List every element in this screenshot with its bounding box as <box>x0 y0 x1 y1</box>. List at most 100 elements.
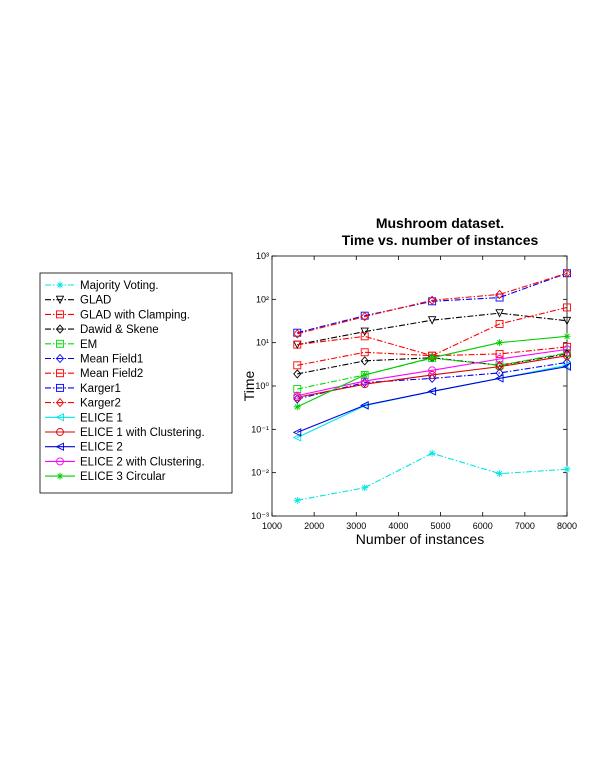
x-tick-label: 3000 <box>346 521 366 531</box>
x-tick-label: 8000 <box>557 521 577 531</box>
legend-label: GLAD <box>80 295 111 307</box>
series-line <box>297 272 568 334</box>
point-marker <box>495 362 504 371</box>
legend-marker <box>56 369 64 378</box>
legend-marker <box>56 383 64 392</box>
point-marker <box>563 332 571 340</box>
point-marker <box>428 295 437 305</box>
point-marker <box>293 391 302 400</box>
legend-marker <box>55 442 64 451</box>
series-line <box>297 364 568 438</box>
point-marker <box>496 339 504 347</box>
x-tick-label: 7000 <box>515 521 535 531</box>
series-line <box>297 272 568 335</box>
point-marker <box>428 370 437 379</box>
point-marker <box>428 354 436 362</box>
y-tick-label: 10⁰ <box>255 381 269 391</box>
point-marker <box>563 465 571 473</box>
chart-title: Time vs. number of instances <box>342 232 539 248</box>
x-tick-label: 2000 <box>304 521 324 531</box>
legend-label: ELICE 1 <box>80 412 123 424</box>
series-line <box>297 452 568 501</box>
legend-label: EM <box>80 339 97 351</box>
chart-title: Mushroom dataset. <box>376 215 504 231</box>
point-marker <box>361 484 369 492</box>
y-tick-label: 10⁻² <box>251 468 269 478</box>
y-tick-label: 10⁻³ <box>251 511 269 521</box>
point-marker <box>495 309 504 318</box>
point-marker <box>293 369 302 379</box>
point-marker <box>495 293 504 302</box>
point-marker <box>495 355 504 363</box>
plot-frame <box>271 255 568 517</box>
point-marker <box>360 356 369 366</box>
y-tick-label: 10¹ <box>256 338 269 348</box>
point-marker <box>562 268 572 278</box>
point-marker <box>293 496 301 504</box>
point-marker <box>360 332 369 341</box>
point-marker <box>293 340 302 349</box>
y-tick-label: 10⁻¹ <box>251 424 269 434</box>
legend-label: Mean Field2 <box>80 368 143 380</box>
point-marker <box>361 371 369 379</box>
point-marker <box>562 316 572 326</box>
legend-marker <box>56 428 64 436</box>
y-tick-label: 10² <box>256 294 269 304</box>
y-axis-label: Time <box>241 370 257 401</box>
x-axis-label: Number of instances <box>356 531 484 547</box>
point-marker <box>293 361 302 370</box>
x-tick-label: 1000 <box>262 521 282 531</box>
y-tick-label: 10³ <box>256 251 269 261</box>
legend-box <box>39 272 233 494</box>
point-marker <box>427 387 437 396</box>
legend-label: ELICE 2 <box>80 442 123 454</box>
series-line <box>297 366 568 433</box>
point-marker <box>428 373 437 384</box>
point-marker <box>562 357 572 368</box>
point-marker <box>428 449 436 457</box>
legend-label: ELICE 1 with Clustering. <box>80 427 205 439</box>
legend-label: Majority Voting. <box>80 280 159 292</box>
legend-marker <box>56 310 64 319</box>
series-line <box>297 306 568 357</box>
point-marker <box>563 303 571 312</box>
series-line <box>297 312 568 346</box>
x-tick-label: 5000 <box>431 521 451 531</box>
point-marker <box>495 374 504 383</box>
point-marker <box>427 316 437 325</box>
point-marker <box>360 348 369 357</box>
point-marker <box>495 289 504 300</box>
series-line <box>297 355 568 398</box>
point-marker <box>293 394 302 404</box>
legend-marker <box>56 281 64 289</box>
point-marker <box>293 403 301 411</box>
legend-marker <box>56 339 64 348</box>
point-marker <box>496 470 504 478</box>
point-marker <box>360 311 369 322</box>
point-marker <box>360 327 369 337</box>
legend-marker <box>55 353 65 364</box>
point-marker <box>360 400 369 410</box>
legend-marker <box>55 413 64 422</box>
legend-marker <box>55 324 65 334</box>
legend-label: GLAD with Clamping. <box>80 309 190 321</box>
point-marker <box>563 351 571 360</box>
point-marker <box>495 349 504 358</box>
point-marker <box>562 362 571 371</box>
x-tick-label: 6000 <box>473 521 493 531</box>
legend-label: Mean Field1 <box>80 354 143 366</box>
point-marker <box>293 329 302 339</box>
point-marker <box>563 345 571 354</box>
legend-label: Karger2 <box>80 398 121 410</box>
point-marker <box>292 433 302 442</box>
series-line <box>297 353 568 375</box>
point-marker <box>292 428 302 437</box>
legend-label: ELICE 3 Circular <box>80 471 166 483</box>
legend-marker <box>56 472 64 480</box>
legend-label: Karger1 <box>80 383 121 395</box>
x-tick-label: 4000 <box>388 521 408 531</box>
legend-marker <box>56 457 64 466</box>
legend-marker <box>55 295 65 305</box>
point-marker <box>428 366 437 375</box>
